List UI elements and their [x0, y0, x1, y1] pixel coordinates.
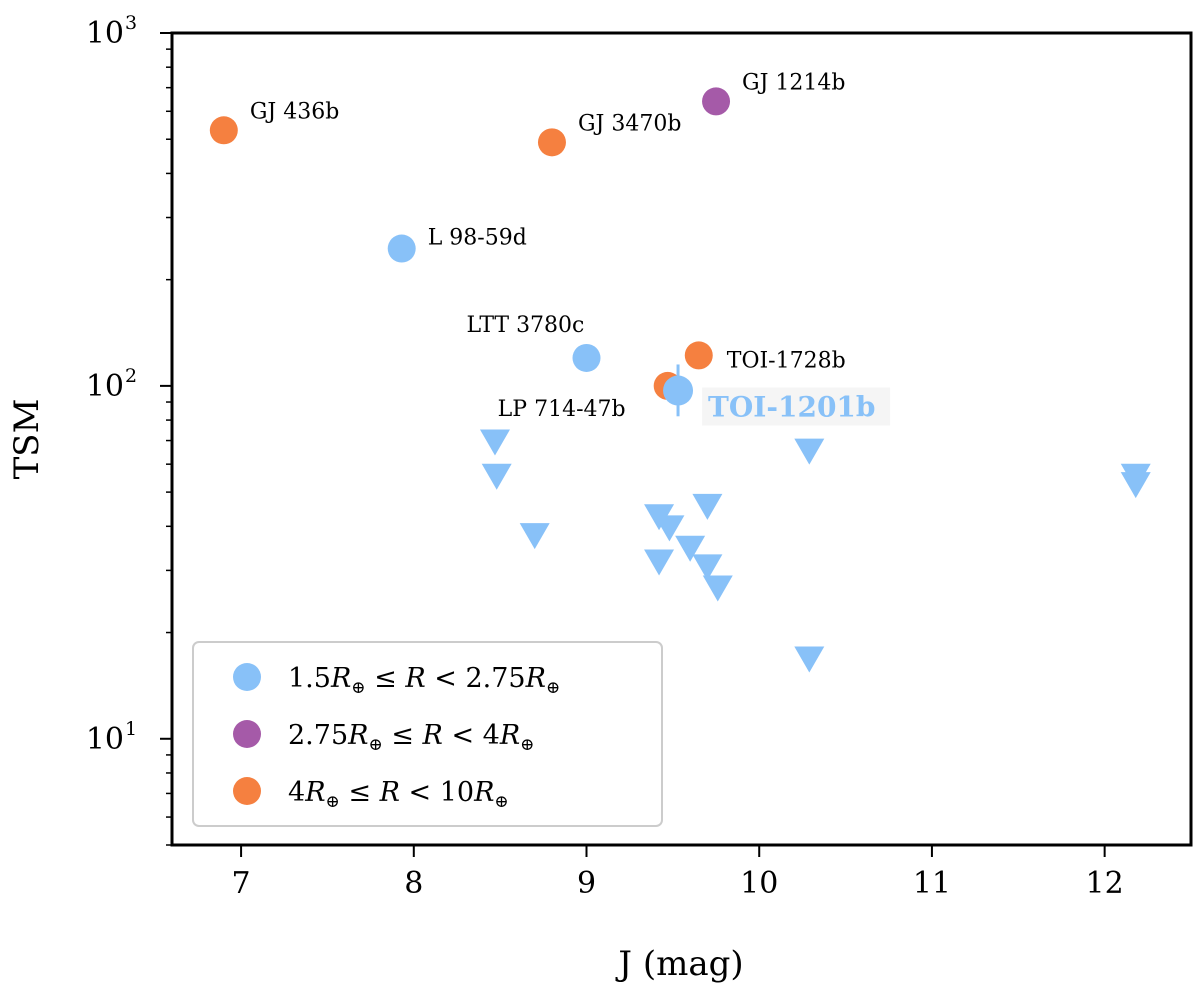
legend: 1.5R⊕ ≤ R < 2.75R⊕ 2.75R⊕ ≤ R < 4R⊕ 4R⊕ ≤ … [192, 641, 663, 827]
legend-entry: 1.5R⊕ ≤ R < 2.75R⊕ [288, 663, 560, 698]
planet-label: GJ 3470b [578, 111, 681, 136]
planet-label: GJ 436b [250, 99, 339, 124]
planet-point [537, 128, 566, 157]
legend-entry: 4R⊕ ≤ R < 10R⊕ [288, 777, 509, 812]
x-tick-label: 11 [913, 866, 951, 901]
legend-marker [233, 663, 261, 691]
upper-limit-triangle [692, 493, 723, 520]
planet-point [684, 341, 713, 370]
planet-point [702, 87, 731, 116]
highlight-label: TOI-1201b [708, 391, 875, 424]
highlight-point [663, 375, 694, 406]
legend-marker [233, 777, 261, 805]
y-tick-label: 10 [86, 16, 124, 51]
planet-point [387, 234, 416, 263]
planet-point [209, 116, 238, 145]
upper-limit-triangle [644, 549, 675, 576]
x-tick-label: 9 [577, 866, 596, 901]
x-tick-label: 7 [232, 866, 251, 901]
highlight-label-background [702, 387, 891, 426]
plot-frame [170, 31, 1193, 847]
upper-limit-triangle [1120, 472, 1151, 499]
y-tick-exponent: 1 [125, 718, 137, 740]
x-tick-label: 10 [740, 866, 778, 901]
upper-limit-triangle [481, 463, 512, 490]
planet-point [572, 343, 601, 372]
legend-entry: 2.75R⊕ ≤ R < 4R⊕ [288, 720, 534, 755]
y-tick-label: 10 [86, 722, 124, 757]
upper-limit-triangle [675, 535, 706, 562]
planet-label: TOI-1728b [727, 348, 846, 373]
planet-labels: GJ 436b GJ 3470b GJ 1214b L 98-59d LTT 3780c… [250, 70, 891, 426]
y-tick-label: 10 [86, 369, 124, 404]
x-tick-label: 12 [1086, 866, 1124, 901]
planet-label: L 98-59d [428, 226, 527, 251]
upper-limit-triangle [702, 575, 733, 602]
data-marks [209, 87, 1151, 673]
y-tick-exponent: 3 [125, 12, 137, 34]
legend-box [192, 641, 663, 827]
y-tick-exponent: 2 [125, 365, 137, 387]
upper-limit-triangle [519, 523, 550, 550]
planet-label: LTT 3780c [467, 313, 585, 338]
planet-label: LP 714-47b [498, 397, 626, 422]
upper-limit-triangle [794, 438, 825, 465]
upper-limit-triangle [479, 429, 510, 456]
upper-limit-triangle [692, 554, 723, 581]
x-axis-title: J (mag) [615, 944, 743, 984]
upper-limit-triangle [654, 515, 685, 542]
planet-label: GJ 1214b [742, 70, 845, 95]
legend-marker [233, 720, 261, 748]
upper-limit-triangle [794, 646, 825, 673]
y-axis-title: TSM [7, 399, 47, 480]
x-tick-label: 8 [404, 866, 423, 901]
